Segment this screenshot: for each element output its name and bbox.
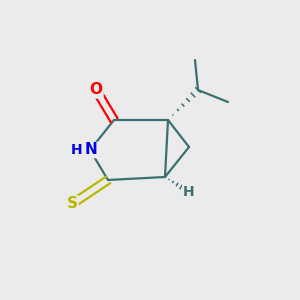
Text: N: N bbox=[85, 142, 98, 158]
Text: H: H bbox=[71, 143, 82, 157]
Text: H: H bbox=[183, 185, 195, 199]
Text: O: O bbox=[89, 82, 103, 98]
Text: S: S bbox=[67, 196, 77, 211]
